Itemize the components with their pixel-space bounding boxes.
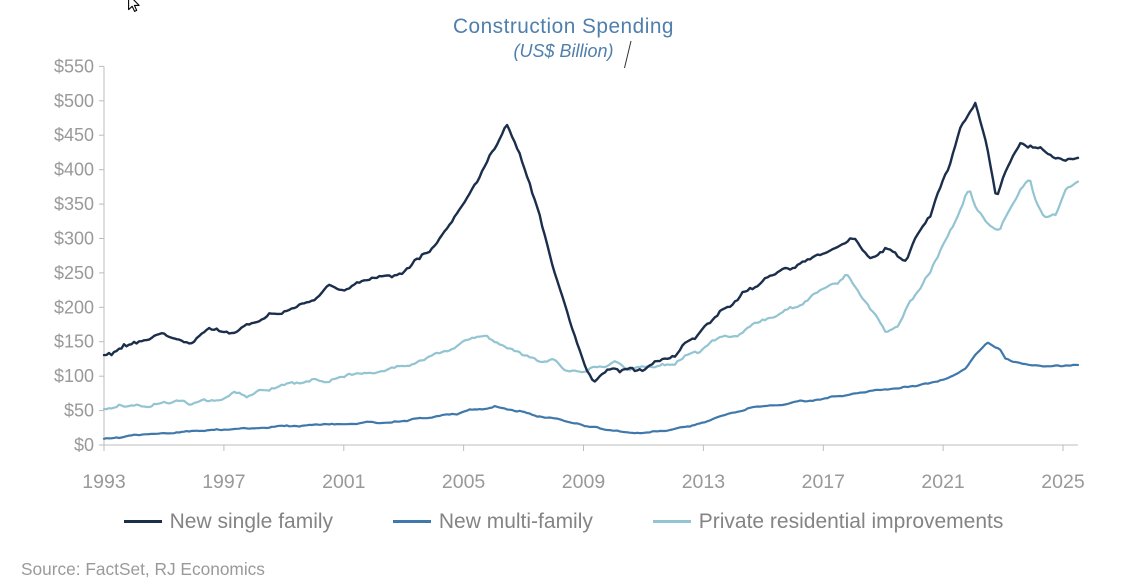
svg-text:$100: $100 xyxy=(54,366,94,386)
svg-text:2005: 2005 xyxy=(442,471,486,493)
svg-text:$0: $0 xyxy=(74,435,94,455)
svg-text:1993: 1993 xyxy=(82,471,125,493)
svg-text:2017: 2017 xyxy=(802,471,845,493)
svg-text:1997: 1997 xyxy=(202,471,245,493)
svg-text:$250: $250 xyxy=(54,263,94,283)
svg-text:2001: 2001 xyxy=(322,471,365,493)
svg-text:2025: 2025 xyxy=(1041,471,1085,493)
svg-text:2009: 2009 xyxy=(562,471,605,493)
svg-text:$200: $200 xyxy=(54,297,94,317)
svg-text:$450: $450 xyxy=(54,125,94,145)
svg-text:$300: $300 xyxy=(54,229,94,249)
svg-text:$400: $400 xyxy=(54,160,94,180)
svg-text:$150: $150 xyxy=(54,332,94,352)
svg-text:$500: $500 xyxy=(54,91,94,111)
svg-text:$550: $550 xyxy=(54,56,94,76)
svg-text:$350: $350 xyxy=(54,194,94,214)
svg-text:2021: 2021 xyxy=(921,471,964,493)
svg-text:2013: 2013 xyxy=(682,471,725,493)
svg-text:$50: $50 xyxy=(64,401,94,421)
